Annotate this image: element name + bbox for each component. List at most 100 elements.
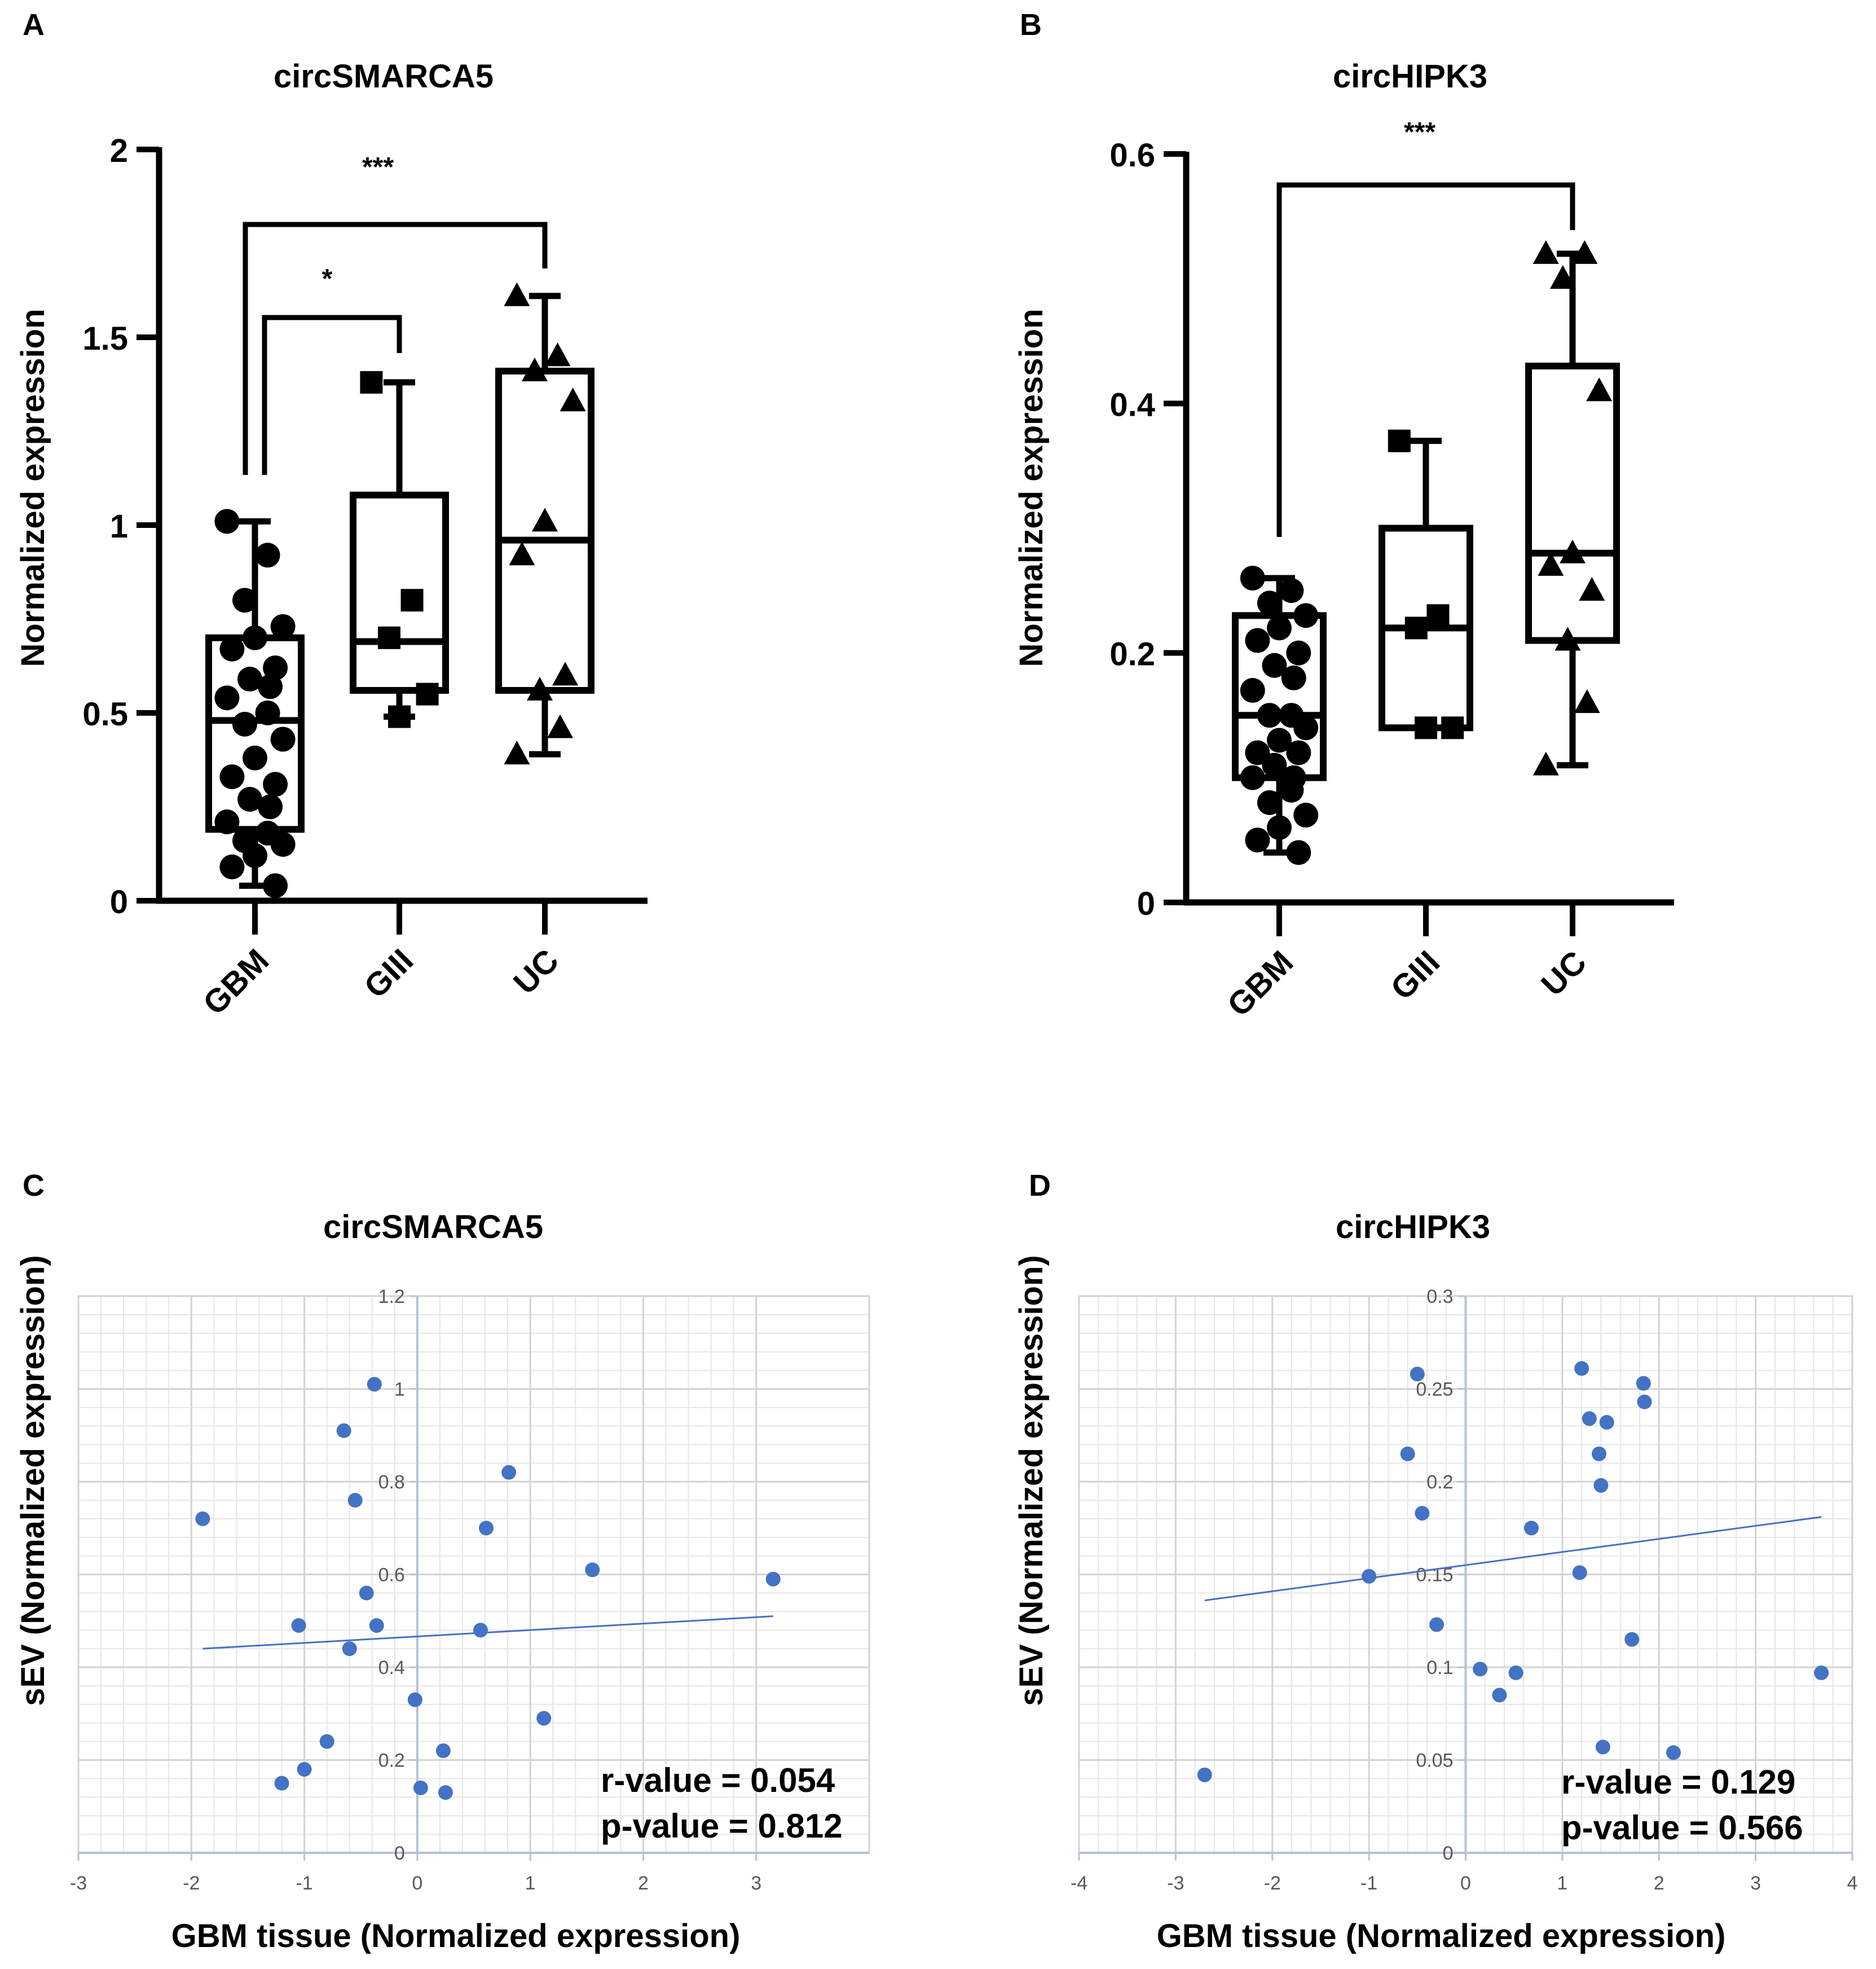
panel-b-title: circHIPK3	[1333, 58, 1487, 95]
data-point	[1404, 616, 1428, 640]
data-point	[1267, 615, 1292, 641]
data-point	[1286, 740, 1311, 765]
data-point	[347, 1492, 363, 1508]
data-point	[274, 1776, 289, 1791]
data-point	[1262, 752, 1287, 778]
data-point	[219, 764, 245, 790]
data-point	[1410, 1367, 1425, 1382]
data-point	[367, 1377, 382, 1392]
x-tick-label: -1	[1360, 1873, 1377, 1894]
x-tick-label: 0	[1460, 1873, 1471, 1894]
data-point	[1473, 1662, 1488, 1677]
data-point	[479, 1521, 494, 1536]
data-point	[1257, 790, 1282, 816]
data-point	[407, 1692, 422, 1707]
data-point	[521, 357, 548, 381]
panel-c-r-value: r-value = 0.054	[601, 1761, 835, 1799]
panel-d-y-axis-label: sEV (Normalized expression)	[1013, 1255, 1050, 1706]
x-tick-label: -1	[296, 1873, 312, 1894]
data-point	[435, 1743, 451, 1759]
data-point	[1508, 1665, 1523, 1680]
data-point	[232, 588, 257, 613]
data-point	[1599, 1415, 1614, 1430]
y-tick-label: 1	[394, 1379, 405, 1400]
data-point	[1492, 1688, 1507, 1703]
data-point	[1591, 1446, 1606, 1461]
data-point	[413, 1780, 428, 1795]
data-point	[270, 614, 296, 639]
y-tick-label: 0.8	[378, 1472, 405, 1493]
data-point	[552, 662, 579, 686]
data-point	[1549, 265, 1576, 289]
data-point	[1574, 689, 1600, 713]
y-tick-label: 1.2	[378, 1286, 405, 1307]
data-point	[255, 543, 280, 568]
data-point	[1197, 1767, 1212, 1782]
panel-a-title: circSMARCA5	[274, 58, 494, 95]
data-point	[219, 636, 245, 662]
x-tick-label: -2	[183, 1873, 200, 1894]
y-tick-label: 0.5	[82, 696, 128, 733]
data-point	[1279, 578, 1304, 604]
significance-label: ***	[362, 152, 394, 182]
x-tick-label: 4	[1847, 1873, 1858, 1894]
data-point	[1524, 1521, 1539, 1536]
data-point	[1586, 377, 1613, 402]
y-tick-label: 0.2	[1109, 636, 1155, 673]
y-tick-label: 1.5	[82, 320, 128, 357]
data-point	[1574, 1361, 1589, 1376]
panel-c-y-axis-label: sEV (Normalized expression)	[15, 1255, 51, 1706]
data-point	[1267, 815, 1292, 840]
panel-c-p-value: p-value = 0.812	[601, 1807, 843, 1845]
significance-bracket	[1276, 182, 1575, 537]
data-point	[1814, 1665, 1829, 1680]
y-tick-label: 0	[1443, 1843, 1454, 1864]
panel-letter-a: A	[23, 8, 45, 42]
data-point	[243, 625, 267, 650]
data-point	[1262, 653, 1287, 678]
data-point	[258, 674, 283, 699]
data-point	[342, 1641, 357, 1657]
data-point	[1293, 603, 1319, 628]
data-point	[416, 682, 439, 706]
y-tick-label: 0.3	[1426, 1286, 1453, 1307]
y-tick-label: 0	[1137, 886, 1155, 922]
data-point	[547, 714, 574, 738]
data-point	[219, 854, 245, 880]
panel-c-scatter-plot: circSMARCA5 sEV (Normalized expression) …	[15, 1209, 870, 1954]
data-point	[237, 787, 262, 812]
x-tick-label: 3	[751, 1873, 761, 1894]
y-tick-label: 0.2	[1426, 1472, 1453, 1493]
y-tick-label: 0	[394, 1843, 405, 1864]
panel-c-x-axis-label: GBM tissue (Normalized expression)	[171, 1918, 741, 1954]
data-point	[263, 873, 288, 898]
data-point	[1415, 716, 1437, 739]
data-point	[1245, 628, 1270, 653]
data-point	[1240, 765, 1265, 790]
data-point	[1560, 539, 1586, 563]
data-point	[1281, 665, 1306, 690]
data-point	[291, 1618, 306, 1633]
data-point	[237, 667, 262, 692]
data-point	[1400, 1446, 1415, 1461]
data-point	[1279, 777, 1304, 803]
data-point	[1426, 604, 1450, 627]
significance-label: ***	[1404, 117, 1435, 147]
data-point	[263, 772, 288, 797]
panel-d-x-axis-label: GBM tissue (Normalized expression)	[1157, 1918, 1726, 1954]
data-point	[369, 1618, 384, 1633]
data-point	[1286, 840, 1311, 865]
data-point	[1388, 429, 1411, 452]
panel-letter-d: D	[1029, 1169, 1051, 1202]
y-tick-label: 2	[110, 133, 128, 169]
data-point	[526, 677, 553, 701]
data-point	[388, 705, 411, 728]
x-tick-label: 1	[1557, 1873, 1567, 1894]
x-tick-label: 2	[638, 1873, 649, 1894]
data-point	[258, 794, 283, 820]
data-point	[1441, 716, 1464, 739]
x-tick-label: 3	[1750, 1873, 1761, 1894]
trendline	[202, 1615, 773, 1650]
data-point	[243, 843, 267, 869]
